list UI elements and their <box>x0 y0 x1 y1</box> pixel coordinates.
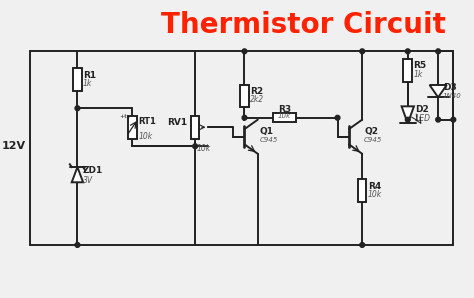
Text: Thermistor Circuit: Thermistor Circuit <box>161 11 446 39</box>
Circle shape <box>405 49 410 54</box>
Text: C945: C945 <box>260 136 278 142</box>
Circle shape <box>360 243 365 247</box>
Text: +tc: +tc <box>119 114 130 119</box>
Bar <box>128 116 137 139</box>
Circle shape <box>405 117 410 122</box>
Text: D3: D3 <box>443 83 456 92</box>
Text: 12V: 12V <box>2 141 26 151</box>
Circle shape <box>75 106 80 111</box>
Text: R3: R3 <box>278 105 291 114</box>
Text: D2: D2 <box>415 105 429 114</box>
Polygon shape <box>72 167 83 182</box>
Text: 3V: 3V <box>83 176 93 185</box>
Text: 2k2: 2k2 <box>250 95 264 104</box>
Circle shape <box>335 115 340 120</box>
Text: RT1: RT1 <box>138 117 156 126</box>
Polygon shape <box>401 106 414 123</box>
Bar <box>240 85 249 107</box>
Text: Q2: Q2 <box>364 127 378 136</box>
Text: C945: C945 <box>364 136 383 142</box>
Bar <box>73 68 82 91</box>
Text: 1N40: 1N40 <box>443 93 462 99</box>
Text: R1: R1 <box>83 72 96 80</box>
Text: ZD1: ZD1 <box>83 166 103 176</box>
Circle shape <box>242 49 247 54</box>
Text: 10k: 10k <box>138 132 152 141</box>
Circle shape <box>193 144 198 149</box>
Text: R5: R5 <box>413 61 427 70</box>
Text: Q1: Q1 <box>260 127 273 136</box>
Circle shape <box>451 117 456 122</box>
Text: LED: LED <box>415 114 430 123</box>
Text: R4: R4 <box>368 181 381 191</box>
Circle shape <box>75 243 80 247</box>
Bar <box>403 59 412 82</box>
Circle shape <box>242 115 247 120</box>
Bar <box>191 116 200 139</box>
Circle shape <box>436 49 440 54</box>
Text: 10k: 10k <box>368 190 382 199</box>
Circle shape <box>436 117 440 122</box>
Bar <box>358 179 366 202</box>
Text: 1k: 1k <box>413 69 423 79</box>
Text: 10k: 10k <box>197 144 211 153</box>
Circle shape <box>360 49 365 54</box>
Text: 10k: 10k <box>278 113 291 119</box>
Text: 1k: 1k <box>83 79 92 88</box>
Polygon shape <box>429 85 447 97</box>
Text: R2: R2 <box>250 87 264 96</box>
Text: RV1: RV1 <box>167 118 187 127</box>
Bar <box>273 113 296 122</box>
